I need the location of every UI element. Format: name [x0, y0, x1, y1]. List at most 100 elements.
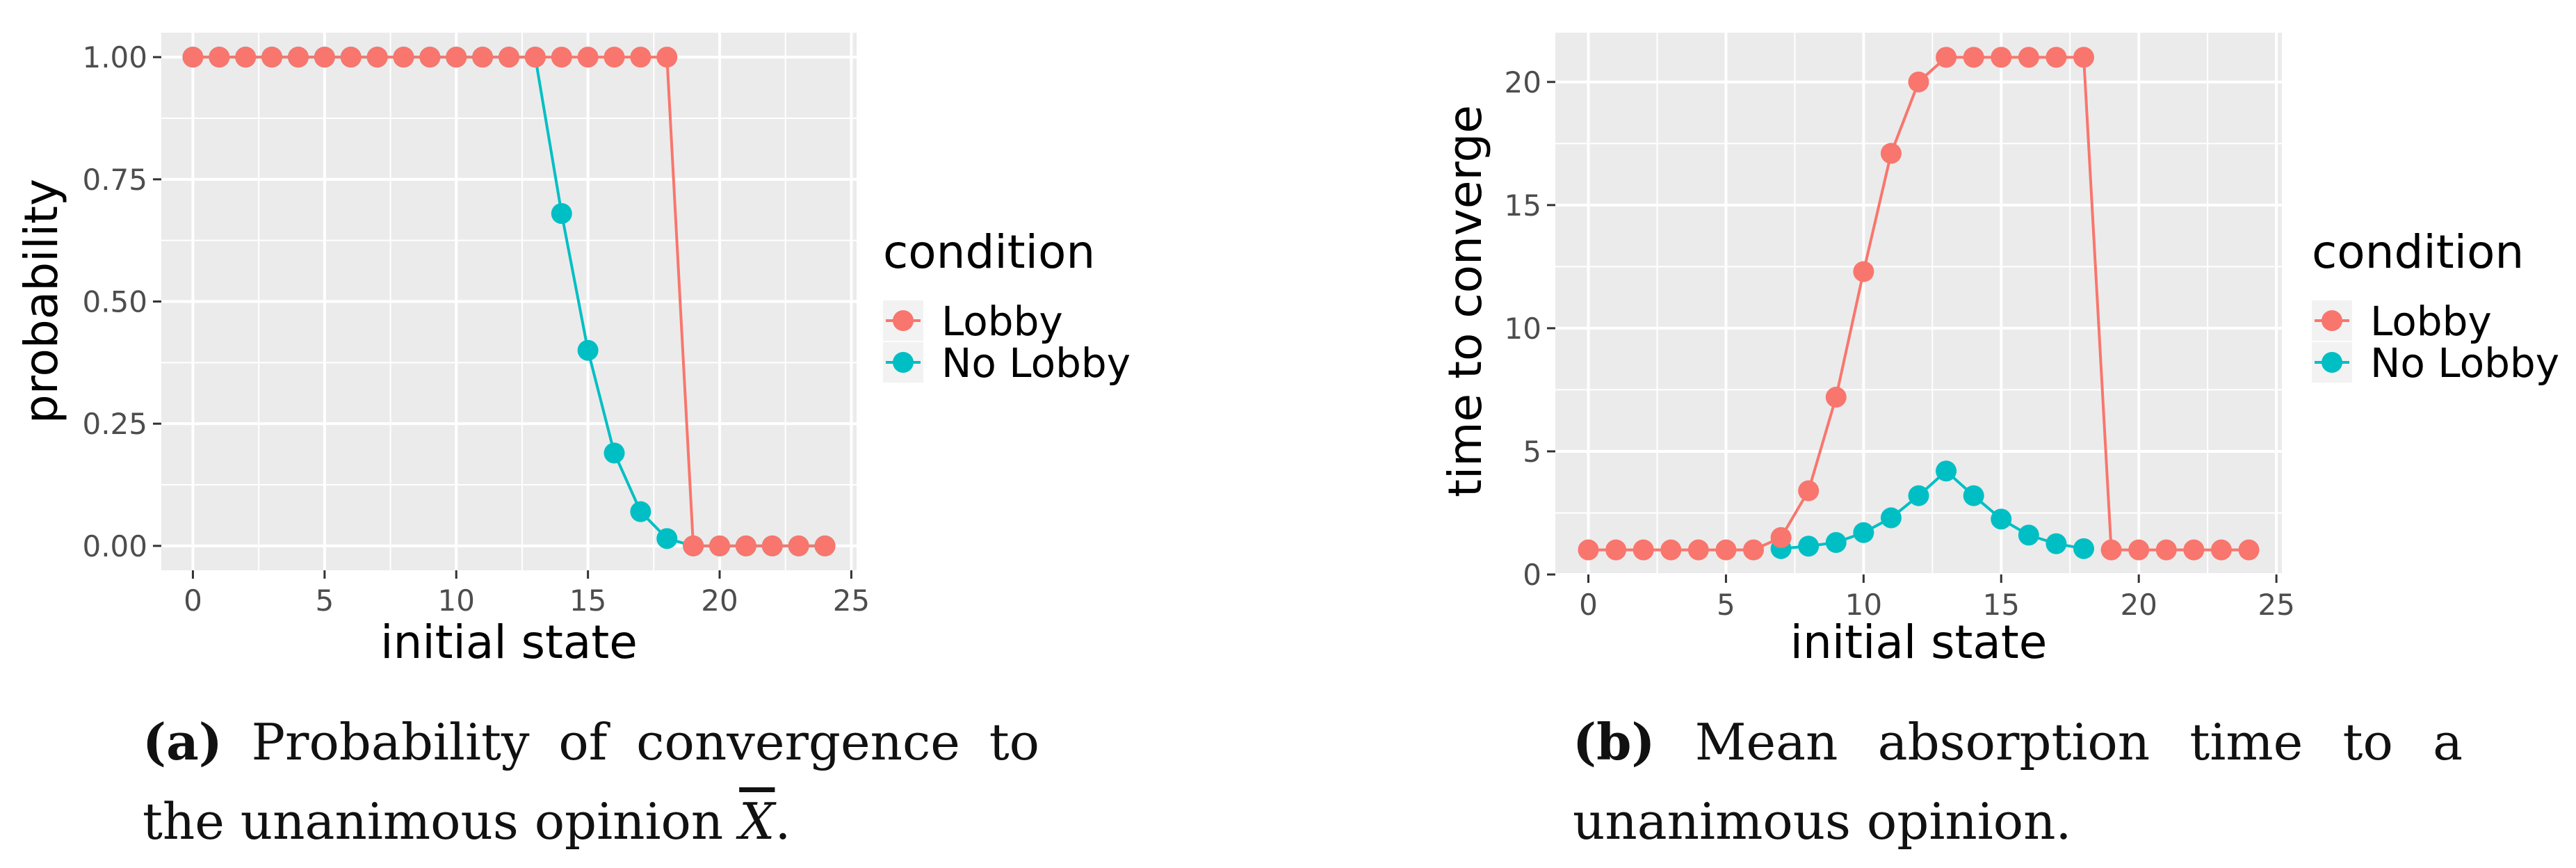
data-point — [472, 47, 494, 68]
data-point — [1936, 460, 1957, 482]
legend-key-point — [2322, 310, 2342, 331]
data-point — [340, 47, 362, 68]
data-point — [630, 501, 651, 522]
data-point — [1687, 539, 1709, 561]
data-point — [2183, 539, 2205, 561]
x-tick-label: 10 — [1845, 588, 1882, 622]
data-point — [709, 535, 731, 556]
data-point — [604, 47, 625, 68]
data-point — [2155, 539, 2177, 561]
data-point — [1660, 539, 1682, 561]
x-axis-title: initial state — [1790, 616, 2048, 669]
x-axis-title: initial state — [380, 616, 638, 669]
data-point — [1880, 507, 1902, 529]
legend-label: No Lobby — [941, 339, 1131, 387]
x-tick-label: 25 — [2258, 588, 2294, 622]
data-point — [656, 47, 678, 68]
data-point — [814, 535, 836, 556]
data-point — [1825, 531, 1847, 553]
data-point — [1880, 143, 1902, 164]
data-point — [2073, 538, 2094, 559]
x-tick-label: 0 — [1579, 588, 1598, 622]
plot-background — [1555, 33, 2282, 574]
y-tick-label: 10 — [1505, 312, 1541, 346]
legend-title: condition — [2312, 225, 2524, 279]
y-tick-label: 20 — [1505, 65, 1541, 99]
data-point — [419, 47, 441, 68]
x-tick-label: 20 — [701, 584, 738, 618]
caption-b: (b) Mean absorption time to a unanimous … — [1573, 702, 2463, 861]
data-point — [261, 47, 283, 68]
data-point — [2046, 47, 2067, 68]
data-point — [2210, 539, 2232, 561]
legend-label: Lobby — [2370, 298, 2492, 345]
data-point — [446, 47, 467, 68]
caption-b-text: Mean absorption time to a unanimous opin… — [1573, 713, 2463, 851]
y-tick-label: 15 — [1505, 188, 1541, 223]
data-point — [1963, 485, 1984, 506]
legend-key-point — [893, 352, 914, 373]
data-point — [499, 47, 519, 68]
data-point — [735, 535, 756, 556]
caption-a-period: . — [775, 792, 791, 851]
data-point — [1633, 539, 1654, 561]
data-point — [656, 528, 678, 549]
data-point — [1743, 539, 1764, 561]
legend-key-point — [893, 310, 914, 331]
data-point — [1578, 539, 1599, 561]
data-point — [1853, 522, 1874, 543]
data-point — [1798, 480, 1820, 501]
data-point — [1825, 387, 1847, 408]
data-point — [683, 535, 704, 556]
data-point — [577, 339, 599, 361]
data-point — [2073, 47, 2094, 68]
data-point — [1991, 47, 2012, 68]
panel-a-chart: 0 5 10 15 20 25 0.00 0.25 0.50 0.75 1.00 initial st… — [15, 33, 1131, 669]
data-point — [1908, 71, 1929, 93]
data-point — [788, 535, 809, 556]
data-point — [1798, 536, 1820, 557]
data-point — [1908, 485, 1929, 506]
y-tick-label: 0.00 — [82, 529, 147, 563]
x-tick-label: 5 — [1717, 588, 1735, 622]
y-tick-label: 0.75 — [82, 163, 147, 197]
legend-label: No Lobby — [2370, 339, 2559, 387]
data-point — [551, 203, 572, 225]
data-point — [524, 47, 546, 68]
x-tick-label: 15 — [569, 584, 606, 618]
data-point — [182, 47, 204, 68]
panel-b-chart: 0 5 10 15 20 25 0 5 10 15 20 initial state time to c… — [1439, 33, 2559, 669]
x-tick-label: 0 — [184, 584, 202, 618]
data-point — [1853, 261, 1874, 282]
data-point — [1991, 508, 2012, 530]
caption-a-label: (a) — [143, 712, 222, 771]
x-tick-label: 5 — [315, 584, 334, 618]
x-tick-label: 10 — [438, 584, 475, 618]
data-point — [2018, 47, 2039, 68]
x-tick-label: 25 — [833, 584, 870, 618]
x-tick-label: 15 — [1983, 588, 2020, 622]
legend-label: Lobby — [941, 298, 1063, 345]
data-point — [393, 47, 414, 68]
y-tick-label: 5 — [1523, 435, 1541, 469]
data-point — [2018, 524, 2039, 546]
data-point — [209, 47, 230, 68]
data-point — [314, 47, 335, 68]
data-point — [551, 47, 572, 68]
data-point — [2100, 539, 2122, 561]
data-point — [2046, 533, 2067, 554]
data-point — [1770, 527, 1792, 548]
data-point — [761, 535, 783, 556]
caption-a-symbol: X — [739, 792, 775, 851]
data-point — [630, 47, 651, 68]
data-point — [604, 442, 625, 464]
y-tick-label: 0.25 — [82, 407, 147, 441]
y-tick-label: 1.00 — [82, 40, 147, 74]
data-point — [2128, 539, 2150, 561]
x-tick-label: 20 — [2120, 588, 2157, 622]
y-tick-label: 0 — [1523, 558, 1541, 592]
y-tick-label: 0.50 — [82, 285, 147, 319]
data-point — [287, 47, 309, 68]
legend-key-point — [2322, 352, 2342, 373]
